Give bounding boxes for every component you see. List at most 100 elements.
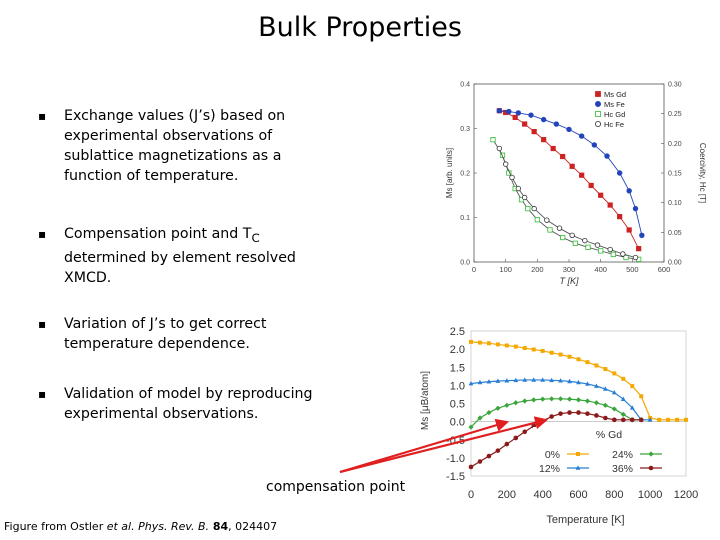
y2-tick-label: 0.30 (668, 82, 682, 89)
arrow-to-24pct (339, 418, 510, 474)
data-point (531, 377, 537, 382)
data-point (576, 410, 581, 415)
data-point (549, 377, 555, 383)
data-point (612, 371, 617, 376)
data-point (621, 376, 626, 381)
data-point (639, 394, 644, 399)
data-point (603, 367, 608, 372)
bullet-text: Exchange values (J’s) based on experimen… (64, 108, 286, 184)
legend-label: 12% (539, 463, 560, 475)
data-point (588, 182, 594, 189)
data-point (531, 129, 537, 135)
slide-title: Bulk Properties (258, 12, 462, 43)
data-point (506, 108, 512, 115)
x-tick-label: 200 (531, 265, 544, 274)
y-tick-label: -1.0 (446, 453, 465, 465)
data-point (515, 110, 522, 116)
data-point (626, 227, 632, 233)
data-point (584, 398, 591, 404)
legend-marker (595, 101, 602, 108)
data-point (504, 441, 510, 447)
data-point (513, 400, 519, 406)
data-point (576, 357, 581, 362)
citation: Figure from Ostler et al. Phys. Rev. B. … (4, 520, 277, 533)
y-tick-label: 1.5 (450, 362, 465, 374)
compensation-arrows (339, 416, 549, 474)
data-point (549, 414, 554, 419)
legend-marker (648, 451, 654, 457)
data-point (611, 406, 617, 412)
data-point (604, 153, 610, 159)
bullet-variation: Variation of J’s to get correct temperat… (36, 314, 326, 354)
y2-tick-label: 0.05 (668, 230, 682, 237)
data-point (632, 254, 639, 261)
data-point (553, 121, 560, 127)
data-point (569, 232, 575, 238)
citation-etal: et al. (106, 520, 135, 533)
legend-marker (595, 121, 602, 128)
x-tick-label: 500 (626, 265, 639, 274)
data-point (468, 424, 474, 430)
data-point (540, 377, 546, 382)
chart-magnetization-coercivity: 0 100 200 300 400 500 600 0.0 0.1 0.2 0.3 0.4 0.00 0.… (445, 82, 707, 287)
bullet-text: Variation of J’s to get correct temperat… (64, 316, 267, 352)
y-tick-label: 1.0 (450, 380, 465, 392)
data-point (522, 429, 528, 435)
citation-rest: , 024407 (228, 520, 278, 533)
y-tick-label: 2.0 (450, 344, 465, 356)
data-point (566, 396, 573, 402)
data-point (575, 397, 582, 403)
data-point (540, 348, 545, 353)
data-point (495, 448, 501, 453)
bullet-text-sub: C (251, 230, 260, 245)
y-tick-label: 2.5 (450, 326, 465, 338)
y-axis-label: Ms [μB/atom] (420, 371, 431, 430)
data-point (578, 133, 585, 139)
data-point (602, 386, 608, 391)
y2-tick-label: 0.00 (668, 260, 682, 267)
y-tick-label: 0.4 (460, 82, 470, 89)
y2-tick-label: 0.25 (668, 111, 682, 118)
data-point (585, 244, 591, 250)
legend-marker (576, 452, 580, 456)
data-point (684, 417, 688, 422)
data-point (566, 126, 572, 133)
data-point (486, 409, 492, 416)
data-point (567, 410, 572, 415)
x-tick-label: 600 (569, 489, 587, 501)
data-point (522, 121, 528, 127)
y-tick-label: 0.3 (460, 126, 470, 133)
data-point (585, 360, 590, 365)
data-point (522, 377, 528, 382)
data-point (569, 163, 575, 169)
data-point (509, 174, 515, 181)
y2-tick-label: 0.10 (668, 200, 682, 207)
y-tick-label: 0.0 (460, 260, 470, 267)
data-point (582, 237, 588, 244)
data-point (515, 185, 522, 192)
data-point (607, 202, 613, 208)
y2-tick-label: 0.15 (668, 171, 682, 178)
legend-label: Hc Gd (604, 110, 625, 119)
legend-box (533, 427, 685, 475)
legend-label: Ms Fe (604, 100, 625, 109)
data-point (626, 188, 632, 194)
data-point (629, 417, 635, 423)
data-point (610, 251, 616, 258)
data-point (549, 396, 555, 402)
data-point (502, 161, 509, 167)
compensation-point-label: compensation point (266, 479, 406, 495)
data-point (612, 417, 617, 423)
data-point (593, 400, 600, 406)
data-point (567, 354, 572, 359)
legend-marker (648, 465, 654, 471)
data-point (495, 378, 501, 383)
data-point (598, 248, 604, 254)
data-point (603, 415, 608, 421)
data-point (591, 142, 598, 148)
data-point (594, 413, 599, 418)
data-point (567, 378, 572, 384)
data-point (557, 396, 564, 402)
data-point (469, 339, 473, 344)
data-point (560, 153, 566, 160)
